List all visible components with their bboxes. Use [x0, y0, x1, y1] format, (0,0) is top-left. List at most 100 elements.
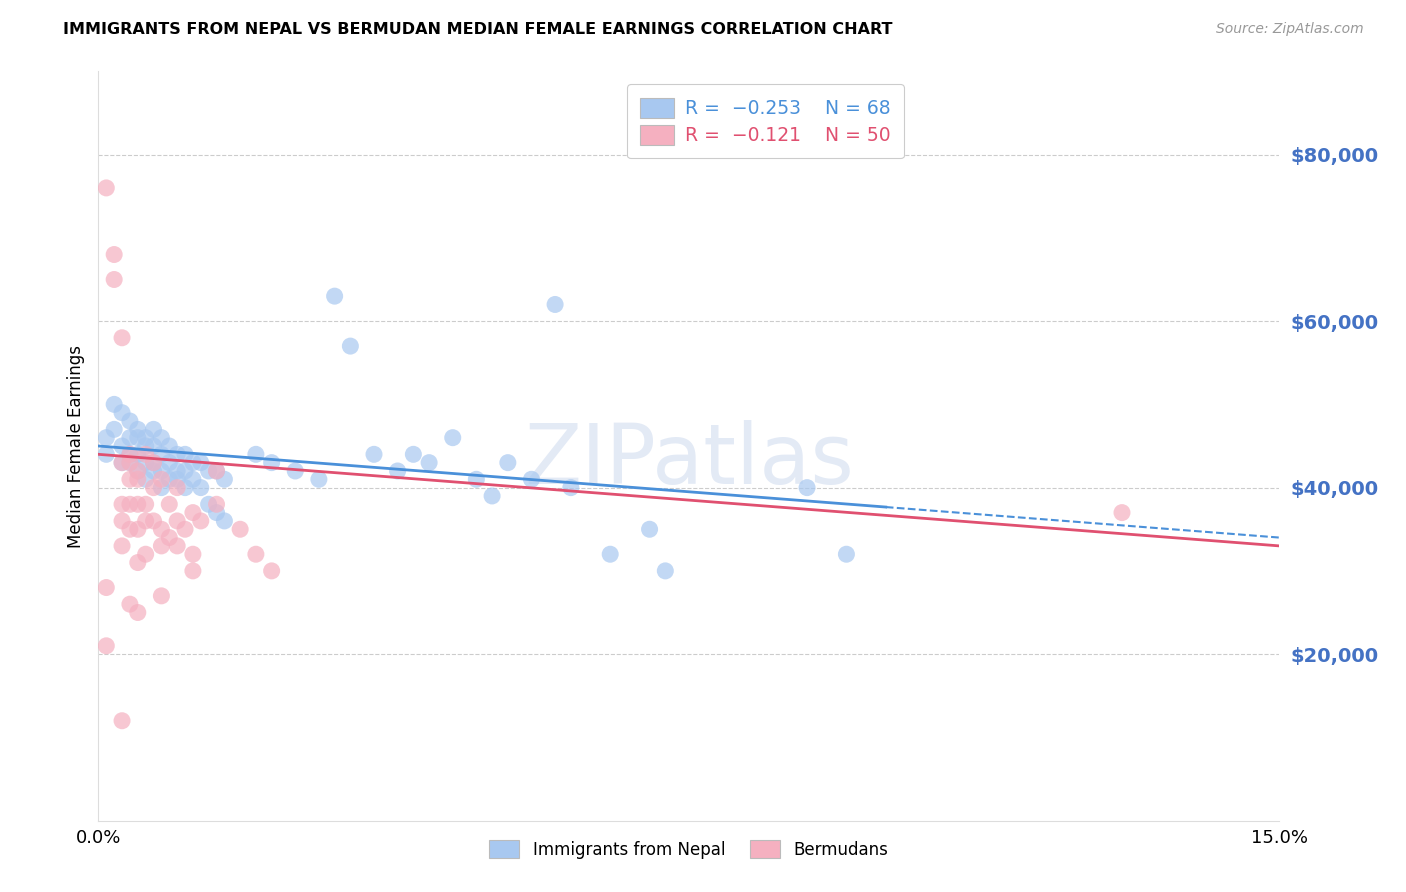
Point [157, 497, 180, 511]
Point [127, 472, 149, 486]
Point [111, 539, 134, 553]
Point [214, 472, 236, 486]
Point [118, 447, 141, 461]
Point [166, 464, 188, 478]
Point [142, 514, 165, 528]
Point [127, 422, 149, 436]
Point [544, 297, 567, 311]
Point [142, 481, 165, 495]
Point [835, 547, 858, 561]
Point [150, 431, 173, 445]
Point [135, 456, 157, 470]
Point [465, 472, 488, 486]
Point [111, 439, 134, 453]
Text: IMMIGRANTS FROM NEPAL VS BERMUDAN MEDIAN FEMALE EARNINGS CORRELATION CHART: IMMIGRANTS FROM NEPAL VS BERMUDAN MEDIAN… [63, 22, 893, 37]
Point [197, 497, 219, 511]
Point [229, 522, 252, 536]
Point [260, 456, 283, 470]
Point [181, 472, 204, 486]
Point [166, 481, 188, 495]
Point [142, 439, 165, 453]
Point [1111, 506, 1133, 520]
Point [142, 464, 165, 478]
Point [142, 456, 165, 470]
Point [157, 472, 180, 486]
Point [402, 447, 425, 461]
Point [197, 464, 219, 478]
Point [520, 472, 543, 486]
Point [150, 522, 173, 536]
Point [150, 447, 173, 461]
Point [118, 597, 141, 611]
Point [214, 514, 236, 528]
Point [103, 422, 125, 436]
Point [599, 547, 621, 561]
Point [135, 431, 157, 445]
Point [135, 497, 157, 511]
Point [157, 439, 180, 453]
Point [96, 181, 118, 195]
Point [174, 464, 197, 478]
Point [111, 456, 134, 470]
Point [135, 547, 157, 561]
Point [308, 472, 330, 486]
Point [127, 464, 149, 478]
Point [638, 522, 661, 536]
Point [103, 397, 125, 411]
Point [205, 506, 228, 520]
Point [142, 422, 165, 436]
Point [284, 464, 307, 478]
Point [181, 564, 204, 578]
Point [150, 472, 173, 486]
Point [166, 447, 188, 461]
Point [245, 547, 267, 561]
Point [127, 556, 149, 570]
Point [150, 481, 173, 495]
Point [96, 639, 118, 653]
Point [96, 581, 118, 595]
Point [166, 514, 188, 528]
Point [260, 564, 283, 578]
Point [418, 456, 440, 470]
Point [111, 497, 134, 511]
Point [118, 456, 141, 470]
Point [496, 456, 519, 470]
Point [387, 464, 409, 478]
Point [174, 447, 197, 461]
Point [157, 531, 180, 545]
Point [111, 514, 134, 528]
Point [441, 431, 464, 445]
Point [135, 472, 157, 486]
Point [323, 289, 346, 303]
Point [560, 481, 582, 495]
Point [174, 522, 197, 536]
Point [96, 431, 118, 445]
Point [150, 589, 173, 603]
Point [96, 447, 118, 461]
Point [654, 564, 676, 578]
Point [166, 539, 188, 553]
Point [157, 456, 180, 470]
Y-axis label: Median Female Earnings: Median Female Earnings [66, 344, 84, 548]
Point [118, 431, 141, 445]
Point [135, 514, 157, 528]
Point [205, 464, 228, 478]
Point [339, 339, 361, 353]
Point [174, 481, 197, 495]
Point [481, 489, 503, 503]
Point [190, 481, 212, 495]
Text: Source: ZipAtlas.com: Source: ZipAtlas.com [1216, 22, 1364, 37]
Point [118, 497, 141, 511]
Point [118, 472, 141, 486]
Point [181, 547, 204, 561]
Point [103, 247, 125, 261]
Point [127, 497, 149, 511]
Point [142, 456, 165, 470]
Point [135, 447, 157, 461]
Point [205, 497, 228, 511]
Point [111, 406, 134, 420]
Point [245, 447, 267, 461]
Point [150, 539, 173, 553]
Point [181, 506, 204, 520]
Point [135, 439, 157, 453]
